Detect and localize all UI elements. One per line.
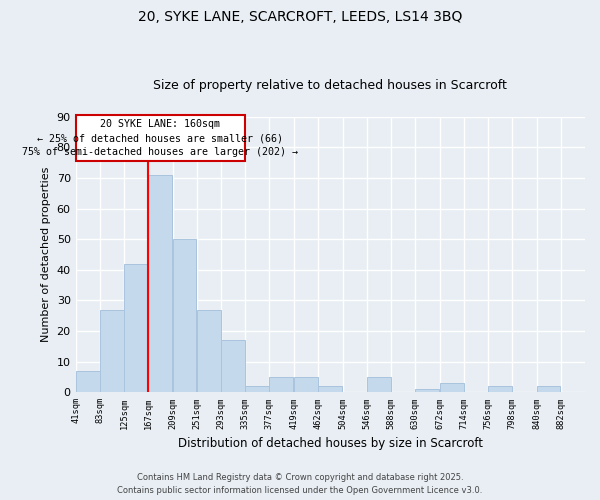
Bar — [319, 386, 343, 392]
Bar — [293, 377, 317, 392]
Title: Size of property relative to detached houses in Scarcroft: Size of property relative to detached ho… — [154, 79, 507, 92]
Text: 20, SYKE LANE, SCARCROFT, LEEDS, LS14 3BQ: 20, SYKE LANE, SCARCROFT, LEEDS, LS14 3B… — [138, 10, 462, 24]
Bar — [124, 264, 148, 392]
Bar — [197, 310, 221, 392]
Bar — [415, 389, 439, 392]
Bar — [245, 386, 269, 392]
Text: 20 SYKE LANE: 160sqm
← 25% of detached houses are smaller (66)
75% of semi-detac: 20 SYKE LANE: 160sqm ← 25% of detached h… — [22, 119, 298, 157]
Text: Contains HM Land Registry data © Crown copyright and database right 2025.
Contai: Contains HM Land Registry data © Crown c… — [118, 474, 482, 495]
Bar — [100, 310, 124, 392]
Y-axis label: Number of detached properties: Number of detached properties — [41, 167, 51, 342]
Bar — [440, 383, 464, 392]
Bar — [367, 377, 391, 392]
Bar — [269, 377, 293, 392]
Bar — [488, 386, 512, 392]
Bar — [148, 175, 172, 392]
FancyBboxPatch shape — [76, 115, 245, 161]
Bar — [221, 340, 245, 392]
Bar — [76, 371, 100, 392]
Bar — [536, 386, 560, 392]
Bar — [173, 239, 196, 392]
X-axis label: Distribution of detached houses by size in Scarcroft: Distribution of detached houses by size … — [178, 437, 483, 450]
